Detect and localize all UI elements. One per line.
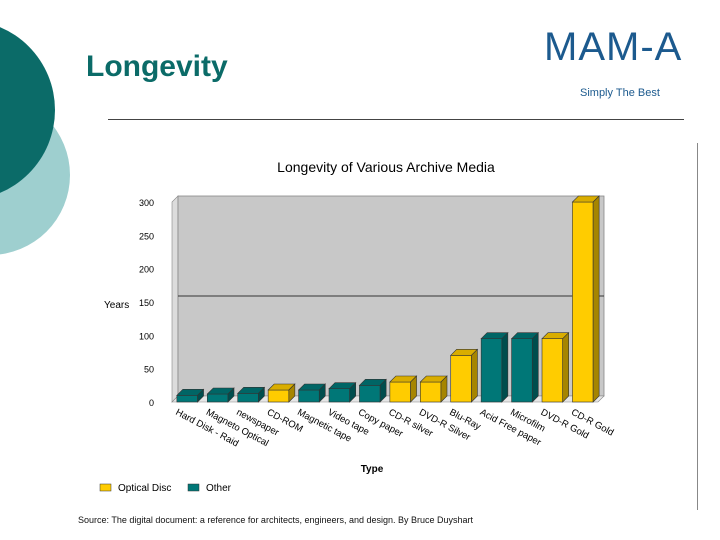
bar-front bbox=[541, 338, 564, 403]
slide-title: Longevity bbox=[86, 50, 228, 83]
bar-front bbox=[176, 395, 198, 403]
y-axis-label: Years bbox=[104, 300, 129, 311]
bar-side bbox=[258, 386, 265, 403]
bar-side bbox=[592, 195, 600, 403]
bar-front bbox=[206, 393, 229, 403]
y-tick-label: 200 bbox=[139, 265, 154, 275]
y-tick-label: 100 bbox=[139, 331, 154, 341]
bar-side bbox=[531, 331, 539, 403]
bar-front bbox=[267, 389, 290, 403]
plot-floor bbox=[171, 395, 605, 403]
chart-title: Longevity of Various Archive Media bbox=[277, 159, 495, 175]
bar bbox=[541, 331, 570, 403]
x-axis-label: Type bbox=[361, 464, 384, 475]
bar-side bbox=[349, 381, 357, 403]
logo-text: MAM-A bbox=[544, 25, 683, 69]
bar bbox=[450, 348, 479, 403]
bar bbox=[297, 383, 326, 403]
bar-side bbox=[501, 331, 509, 403]
legend: Optical Disc Other bbox=[99, 483, 232, 494]
bar bbox=[328, 381, 357, 403]
bar-side bbox=[288, 383, 296, 403]
bar bbox=[389, 375, 418, 403]
bar-front bbox=[511, 338, 533, 403]
source-citation: Source: The digital document: a referenc… bbox=[78, 515, 474, 525]
bar-side bbox=[379, 378, 387, 403]
bar-side bbox=[227, 387, 235, 403]
legend-label: Optical Disc bbox=[118, 483, 171, 494]
y-tick-label: 250 bbox=[139, 231, 154, 241]
bar-side bbox=[471, 348, 478, 403]
bar bbox=[206, 387, 235, 403]
bar-front bbox=[419, 381, 442, 403]
bar bbox=[237, 386, 266, 403]
y-tick-label: 50 bbox=[144, 365, 154, 375]
bar-front bbox=[359, 385, 381, 403]
bar-front bbox=[450, 355, 472, 403]
bar-side bbox=[562, 331, 570, 403]
bar-front bbox=[237, 393, 259, 403]
legend-swatch bbox=[99, 483, 112, 492]
bar bbox=[510, 331, 539, 403]
bar-front bbox=[480, 338, 503, 403]
chart-svg: Longevity of Various Archive Media 0 50 10… bbox=[99, 159, 615, 494]
bar bbox=[176, 388, 205, 403]
decorative-circles bbox=[0, 27, 70, 255]
bar-front bbox=[389, 381, 411, 403]
longevity-chart: Longevity of Various Archive Media 0 50 10… bbox=[80, 140, 640, 515]
y-tick-label: 300 bbox=[139, 198, 154, 208]
bar-front bbox=[298, 389, 320, 403]
bar-front bbox=[572, 201, 594, 403]
bar-side bbox=[197, 388, 204, 403]
y-tick-label: 0 bbox=[149, 398, 154, 408]
right-divider bbox=[697, 143, 698, 510]
legend-swatch bbox=[187, 483, 200, 492]
bar bbox=[267, 383, 296, 403]
mam-a-logo: MAM-A Simply The Best bbox=[540, 25, 700, 105]
title-divider bbox=[108, 119, 684, 120]
bar bbox=[571, 195, 600, 403]
bar-side bbox=[318, 383, 326, 403]
legend-label: Other bbox=[206, 483, 232, 494]
logo-tagline: Simply The Best bbox=[580, 87, 660, 99]
bar bbox=[419, 375, 448, 403]
bar-front bbox=[328, 388, 351, 403]
bar bbox=[358, 378, 387, 403]
y-tick-label: 150 bbox=[139, 298, 154, 308]
bar bbox=[480, 331, 509, 403]
bar-side bbox=[410, 375, 417, 403]
bar-side bbox=[440, 375, 448, 403]
plot-side-wall bbox=[171, 195, 179, 403]
